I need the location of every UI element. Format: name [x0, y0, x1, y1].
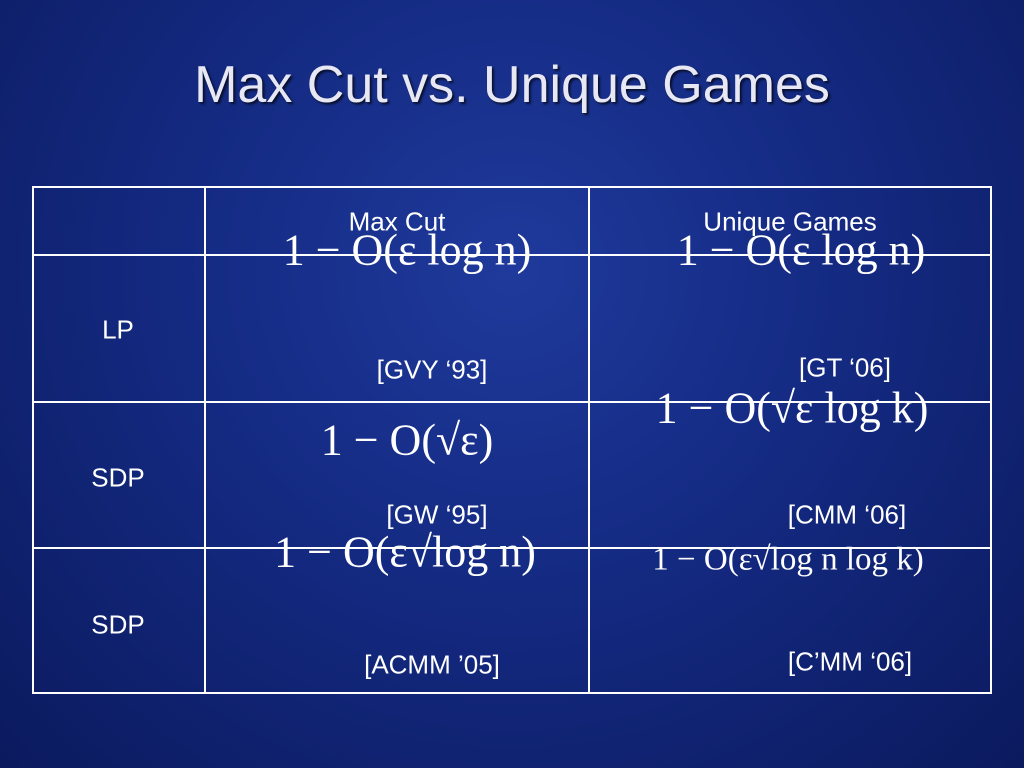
formula: 1 − O(√ε): [320, 415, 494, 465]
formula: 1 − O(√ε log k): [655, 383, 929, 433]
citation: [ACMM ’05]: [364, 649, 500, 680]
formula: 1 − O(ε log n): [282, 225, 532, 275]
column-header: Max Cut: [348, 206, 446, 237]
slide-title: Max Cut vs. Unique Games: [194, 56, 830, 114]
citation: [GW ‘95]: [386, 499, 488, 530]
citation: [GVY ‘93]: [376, 354, 488, 385]
citation: [GT ‘06]: [798, 352, 892, 383]
row-label: LP: [102, 314, 134, 345]
citation: [CMM ‘06]: [787, 499, 907, 530]
formula: 1 − O(ε√log n log k): [652, 541, 924, 578]
citation: [C’MM ‘06]: [787, 646, 913, 677]
formula: 1 − O(ε√log n): [274, 527, 536, 577]
row-label: SDP: [91, 609, 145, 640]
formula: 1 − O(ε log n): [676, 225, 926, 275]
column-header: Unique Games: [703, 206, 877, 237]
row-label: SDP: [91, 462, 145, 493]
